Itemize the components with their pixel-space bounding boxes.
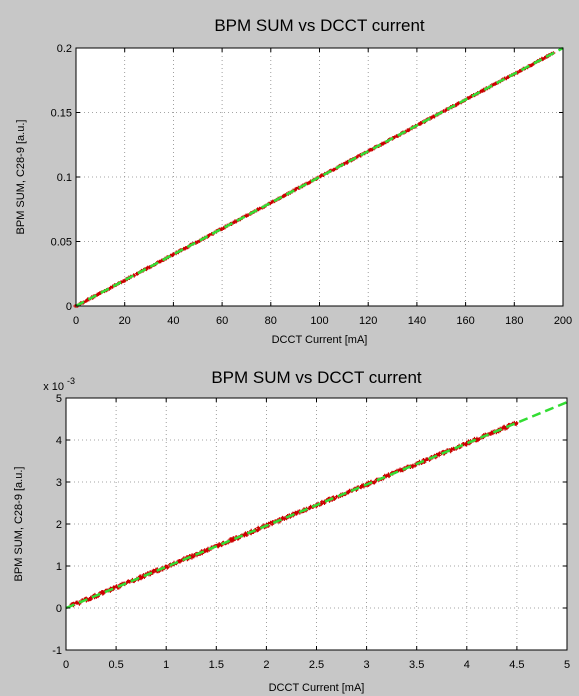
x-tick-label: 0.5 bbox=[108, 659, 123, 671]
x-tick-label: 0 bbox=[73, 315, 79, 327]
x-tick-label: 40 bbox=[167, 315, 179, 327]
y-axis-label: BPM SUM, C28-9 [a.u.] bbox=[13, 467, 25, 582]
x-tick-label: 140 bbox=[408, 315, 426, 327]
x-tick-label: 4 bbox=[464, 659, 470, 671]
tick-marks bbox=[75, 47, 564, 307]
y-tick-label: -1 bbox=[52, 645, 62, 657]
x-tick-label: 60 bbox=[216, 315, 228, 327]
tick-marks bbox=[65, 397, 568, 651]
x-tick-label: 180 bbox=[505, 315, 523, 327]
y-tick-label: 0.05 bbox=[51, 237, 72, 249]
x-tick-label: 3 bbox=[364, 659, 370, 671]
y-tick-label: 0 bbox=[56, 603, 62, 615]
y-tick-label: 4 bbox=[56, 435, 62, 447]
y-tick-label: 2 bbox=[56, 519, 62, 531]
y-exponent-power: -3 bbox=[67, 376, 75, 386]
fit-line bbox=[75, 46, 564, 308]
chart-title: BPM SUM vs DCCT current bbox=[211, 368, 422, 387]
x-tick-label: 2 bbox=[263, 659, 269, 671]
x-tick-label: 20 bbox=[119, 315, 131, 327]
x-tick-label: 2.5 bbox=[309, 659, 324, 671]
chart-title: BPM SUM vs DCCT current bbox=[214, 16, 425, 35]
y-tick-label: 1 bbox=[56, 561, 62, 573]
y-tick-label: 0 bbox=[66, 301, 72, 313]
y-tick-label: 0.2 bbox=[57, 43, 72, 55]
y-tick-label: 0.15 bbox=[51, 108, 72, 120]
y-axis-label: BPM SUM, C28-9 [a.u.] bbox=[15, 120, 27, 235]
y-tick-label: 5 bbox=[56, 393, 62, 405]
x-tick-label: 200 bbox=[554, 315, 572, 327]
x-tick-label: 80 bbox=[265, 315, 277, 327]
chart-top: 0 20 40 60 80 100 120 140 160 180 200 0 0.05 0.1 0.15 0… bbox=[15, 16, 572, 346]
x-tick-label: 0 bbox=[63, 659, 69, 671]
x-axis-label: DCCT Current [mA] bbox=[269, 682, 365, 694]
x-tick-label: 1 bbox=[163, 659, 169, 671]
fit-line bbox=[65, 401, 568, 610]
x-tick-label: 3.5 bbox=[409, 659, 424, 671]
plot-area bbox=[66, 398, 567, 650]
x-tick-label: 100 bbox=[310, 315, 328, 327]
x-tick-label: 4.5 bbox=[509, 659, 524, 671]
y-exponent-base: x 10 bbox=[43, 381, 64, 393]
x-tick-label: 160 bbox=[456, 315, 474, 327]
x-tick-label: 5 bbox=[564, 659, 570, 671]
y-tick-label: 3 bbox=[56, 477, 62, 489]
x-tick-label: 1.5 bbox=[209, 659, 224, 671]
x-tick-label: 120 bbox=[359, 315, 377, 327]
y-tick-label: 0.1 bbox=[57, 172, 72, 184]
x-axis-label: DCCT Current [mA] bbox=[272, 334, 368, 346]
